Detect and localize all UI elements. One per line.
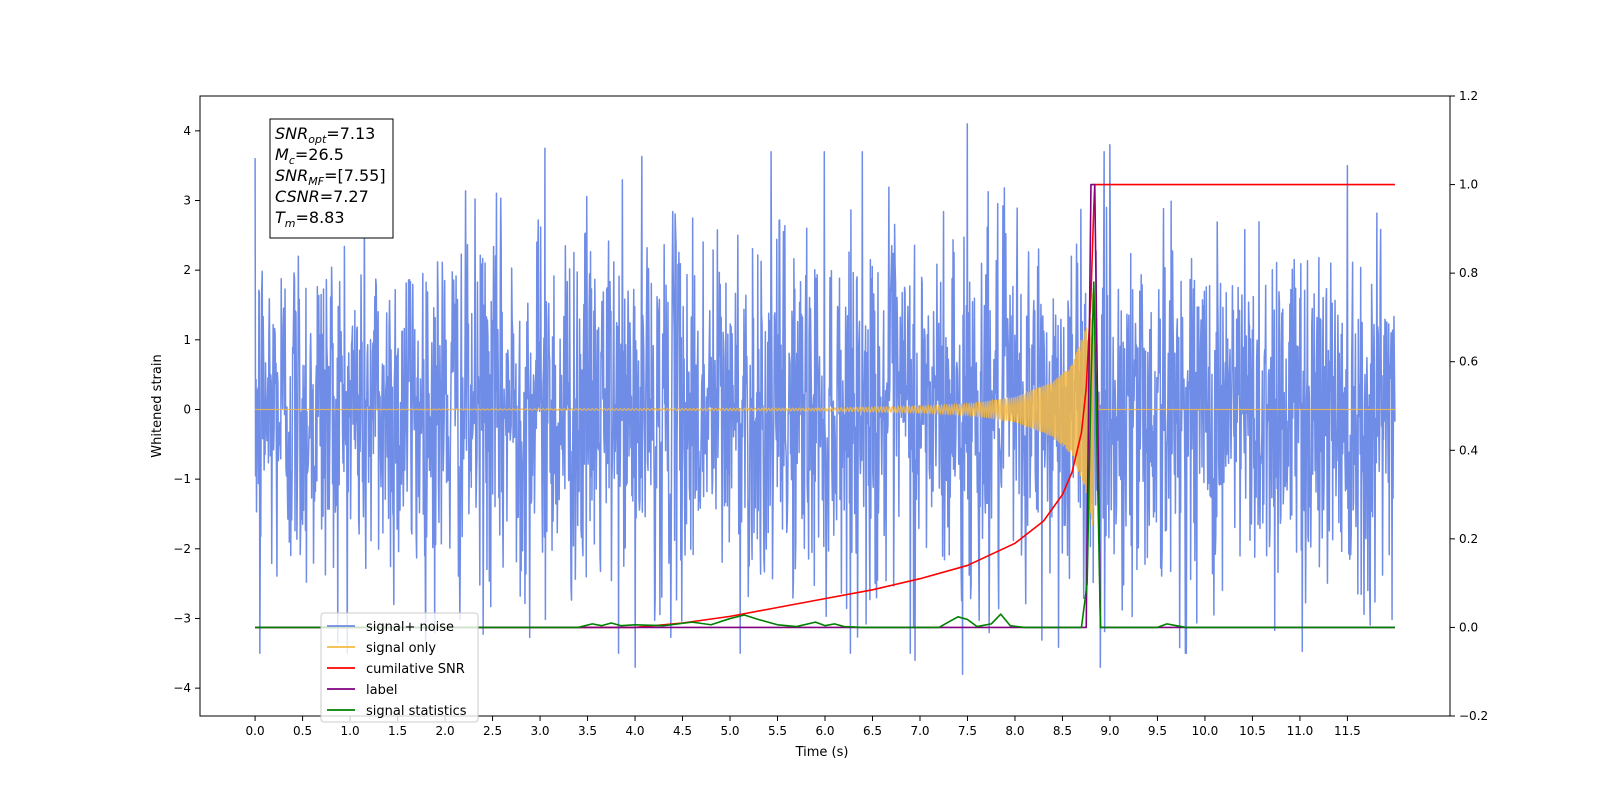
y-right-tick-label: 1.2	[1459, 89, 1478, 103]
series-signal-noise-line	[254, 123, 1396, 675]
annotation-symbol: SNR	[275, 166, 308, 185]
y-right-tick-label: 0.2	[1459, 532, 1478, 546]
annotation-line: Tm=8.83	[275, 208, 345, 230]
annotation-box: SNRopt=7.13Mc=26.5SNRMF=[7.55]CSNR=7.27T…	[269, 118, 394, 239]
legend-label: cumilative SNR	[366, 662, 465, 677]
series-signal-statistics-line	[255, 281, 1395, 629]
x-tick-label: 10.0	[1192, 724, 1219, 738]
x-tick-label: 3.5	[578, 724, 597, 738]
x-tick-label: 8.5	[1053, 724, 1072, 738]
x-tick-label: 9.5	[1148, 724, 1167, 738]
annotation-line: CSNR=7.27	[275, 187, 369, 206]
x-tick-label: 9.0	[1100, 724, 1119, 738]
annotation-symbol: T	[275, 208, 286, 227]
x-tick-label: 4.0	[625, 724, 644, 738]
x-tick-label: 11.5	[1334, 724, 1361, 738]
x-tick-label: 6.0	[815, 724, 834, 738]
y-left-tick-label: 0	[183, 402, 191, 416]
annotation-subscript: m	[285, 217, 296, 230]
x-tick-label: 11.0	[1287, 724, 1314, 738]
annotation-value: =26.5	[295, 145, 344, 164]
x-tick-label: 5.5	[768, 724, 787, 738]
y-right-tick-label: 0.6	[1459, 355, 1478, 369]
x-tick-label: 4.5	[673, 724, 692, 738]
y-left-tick-label: −4	[173, 681, 191, 695]
series-cumilative-snr-line	[255, 183, 1395, 629]
series-layer	[254, 123, 1396, 675]
annotation-line: Mc=26.5	[275, 145, 344, 167]
x-tick-label: 2.5	[483, 724, 502, 738]
annotation-box-frame	[269, 118, 394, 239]
annotation-subscript: c	[289, 154, 295, 167]
legend-label: signal only	[366, 641, 436, 656]
x-tick-label: 7.0	[910, 724, 929, 738]
annotation-value: =[7.55]	[324, 166, 386, 185]
x-tick-label: 10.5	[1239, 724, 1266, 738]
x-axis-ticks: 0.0 0.5 1.0 1.5 2.0 2.5 3.0 3.5 4.0 4.5 5.0 5.5 6.0 6…	[246, 716, 1361, 738]
x-tick-label: 6.5	[863, 724, 882, 738]
x-axis-label: Time (s)	[795, 745, 849, 760]
annotation-line: SNRopt=7.13	[275, 124, 375, 146]
x-tick-label: 1.0	[341, 724, 360, 738]
annotation-value: =8.83	[296, 208, 345, 227]
y-right-tick-label: −0.2	[1459, 709, 1488, 723]
y-axis-label: Whitened strain	[150, 354, 165, 457]
legend-frame	[320, 612, 479, 723]
x-tick-label: 1.5	[388, 724, 407, 738]
y-left-tick-label: −3	[173, 611, 191, 625]
y-right-tick-label: 0.8	[1459, 266, 1478, 280]
x-tick-label: 2.0	[436, 724, 455, 738]
x-tick-label: 8.0	[1005, 724, 1024, 738]
y-left-tick-label: 1	[183, 333, 191, 347]
y-right-tick-label: 1.0	[1459, 178, 1478, 192]
annotation-value: =7.27	[320, 187, 369, 206]
y-left-tick-label: 3	[183, 193, 191, 207]
y-axis-right-ticks: −0.2 0.0 0.2 0.4 0.6 0.8 1.0 1.2	[1450, 89, 1488, 723]
annotation-symbol: M	[275, 145, 289, 164]
series-signal-only-line	[255, 288, 1395, 526]
x-tick-label: 7.5	[958, 724, 977, 738]
legend: signal+ noise signal only cumilative SNR la…	[320, 612, 479, 723]
legend-label: signal+ noise	[366, 620, 454, 635]
x-tick-label: 3.0	[530, 724, 549, 738]
y-right-tick-label: 0.0	[1459, 620, 1478, 634]
annotation-symbol: SNR	[275, 124, 308, 143]
x-tick-label: 0.5	[293, 724, 312, 738]
annotation-line: SNRMF=[7.55]	[275, 166, 386, 188]
y-left-tick-label: 2	[183, 263, 191, 277]
x-tick-label: 5.0	[720, 724, 739, 738]
legend-label: label	[366, 683, 397, 698]
y-left-tick-label: −2	[173, 542, 191, 556]
x-tick-label: 0.0	[246, 724, 265, 738]
y-left-tick-label: 4	[183, 124, 191, 138]
annotation-subscript: MF	[308, 175, 324, 188]
y-right-tick-label: 0.4	[1459, 443, 1478, 457]
legend-label: signal statistics	[366, 704, 467, 719]
y-left-tick-label: −1	[173, 472, 191, 486]
y-axis-left-ticks: −4 −3 −2 −1 0 1 2 3 4	[173, 124, 200, 695]
annotation-subscript: opt	[308, 133, 327, 146]
annotation-value: =7.13	[326, 124, 375, 143]
annotation-symbol: CSNR	[275, 187, 320, 206]
